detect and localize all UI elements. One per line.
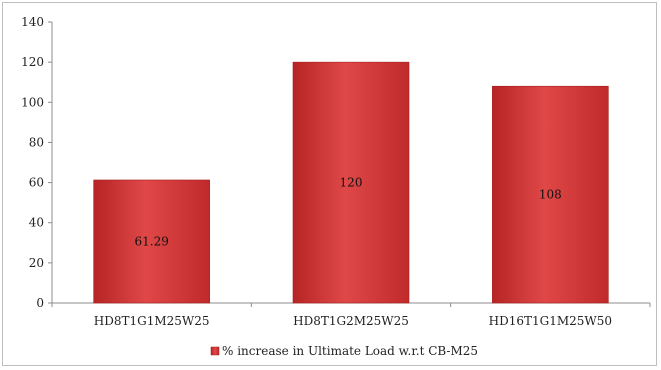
data-label: 108 (539, 188, 562, 202)
y-tick-label: 0 (36, 296, 44, 310)
legend-label: % increase in Ultimate Load w.r.t CB-M25 (222, 344, 478, 358)
y-tick-label: 80 (29, 135, 44, 149)
bar (93, 179, 210, 304)
y-tick-label: 20 (29, 256, 44, 270)
bar (492, 85, 609, 304)
data-label: 61.29 (134, 234, 168, 248)
x-tick-label: HD8T1G2M25W25 (293, 314, 409, 328)
y-tick-label: 100 (21, 95, 44, 109)
legend-swatch (210, 346, 220, 356)
bars (93, 61, 609, 304)
y-tick-label: 60 (29, 176, 44, 190)
y-tick-label: 140 (21, 15, 44, 29)
x-tick-label: HD8T1G1M25W25 (94, 314, 210, 328)
bar (292, 61, 410, 304)
legend: % increase in Ultimate Load w.r.t CB-M25 (210, 344, 478, 358)
x-tick-label: HD16T1G1M25W50 (489, 314, 612, 328)
y-tick-label: 120 (21, 55, 44, 69)
labels: HD8T1G1M25W25 61.29 HD8T1G2M25W25 120 HD16T1… (94, 176, 612, 328)
data-label: 120 (340, 176, 363, 190)
y-tick-label: 40 (29, 216, 44, 230)
